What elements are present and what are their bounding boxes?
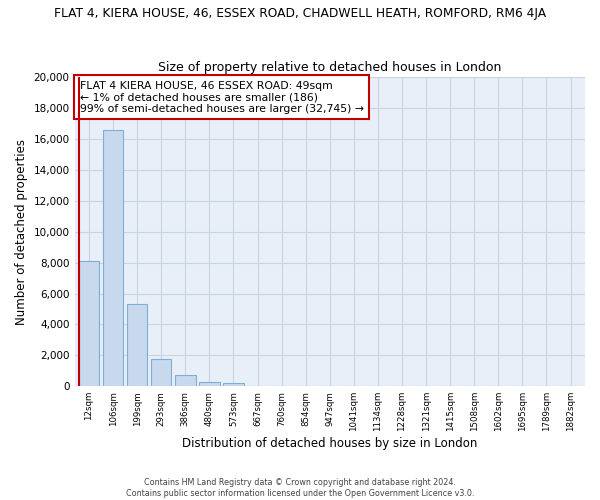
Text: FLAT 4 KIERA HOUSE, 46 ESSEX ROAD: 49sqm
← 1% of detached houses are smaller (18: FLAT 4 KIERA HOUSE, 46 ESSEX ROAD: 49sqm… [80,80,364,114]
Text: Contains HM Land Registry data © Crown copyright and database right 2024.
Contai: Contains HM Land Registry data © Crown c… [126,478,474,498]
Bar [223,383,244,386]
Bar [199,382,220,386]
Bar [175,374,196,386]
Bar [151,359,172,386]
Bar [103,130,124,386]
Y-axis label: Number of detached properties: Number of detached properties [15,139,28,325]
X-axis label: Distribution of detached houses by size in London: Distribution of detached houses by size … [182,437,478,450]
Bar [79,261,99,386]
Bar [127,304,148,386]
Title: Size of property relative to detached houses in London: Size of property relative to detached ho… [158,60,502,74]
Text: FLAT 4, KIERA HOUSE, 46, ESSEX ROAD, CHADWELL HEATH, ROMFORD, RM6 4JA: FLAT 4, KIERA HOUSE, 46, ESSEX ROAD, CHA… [54,8,546,20]
